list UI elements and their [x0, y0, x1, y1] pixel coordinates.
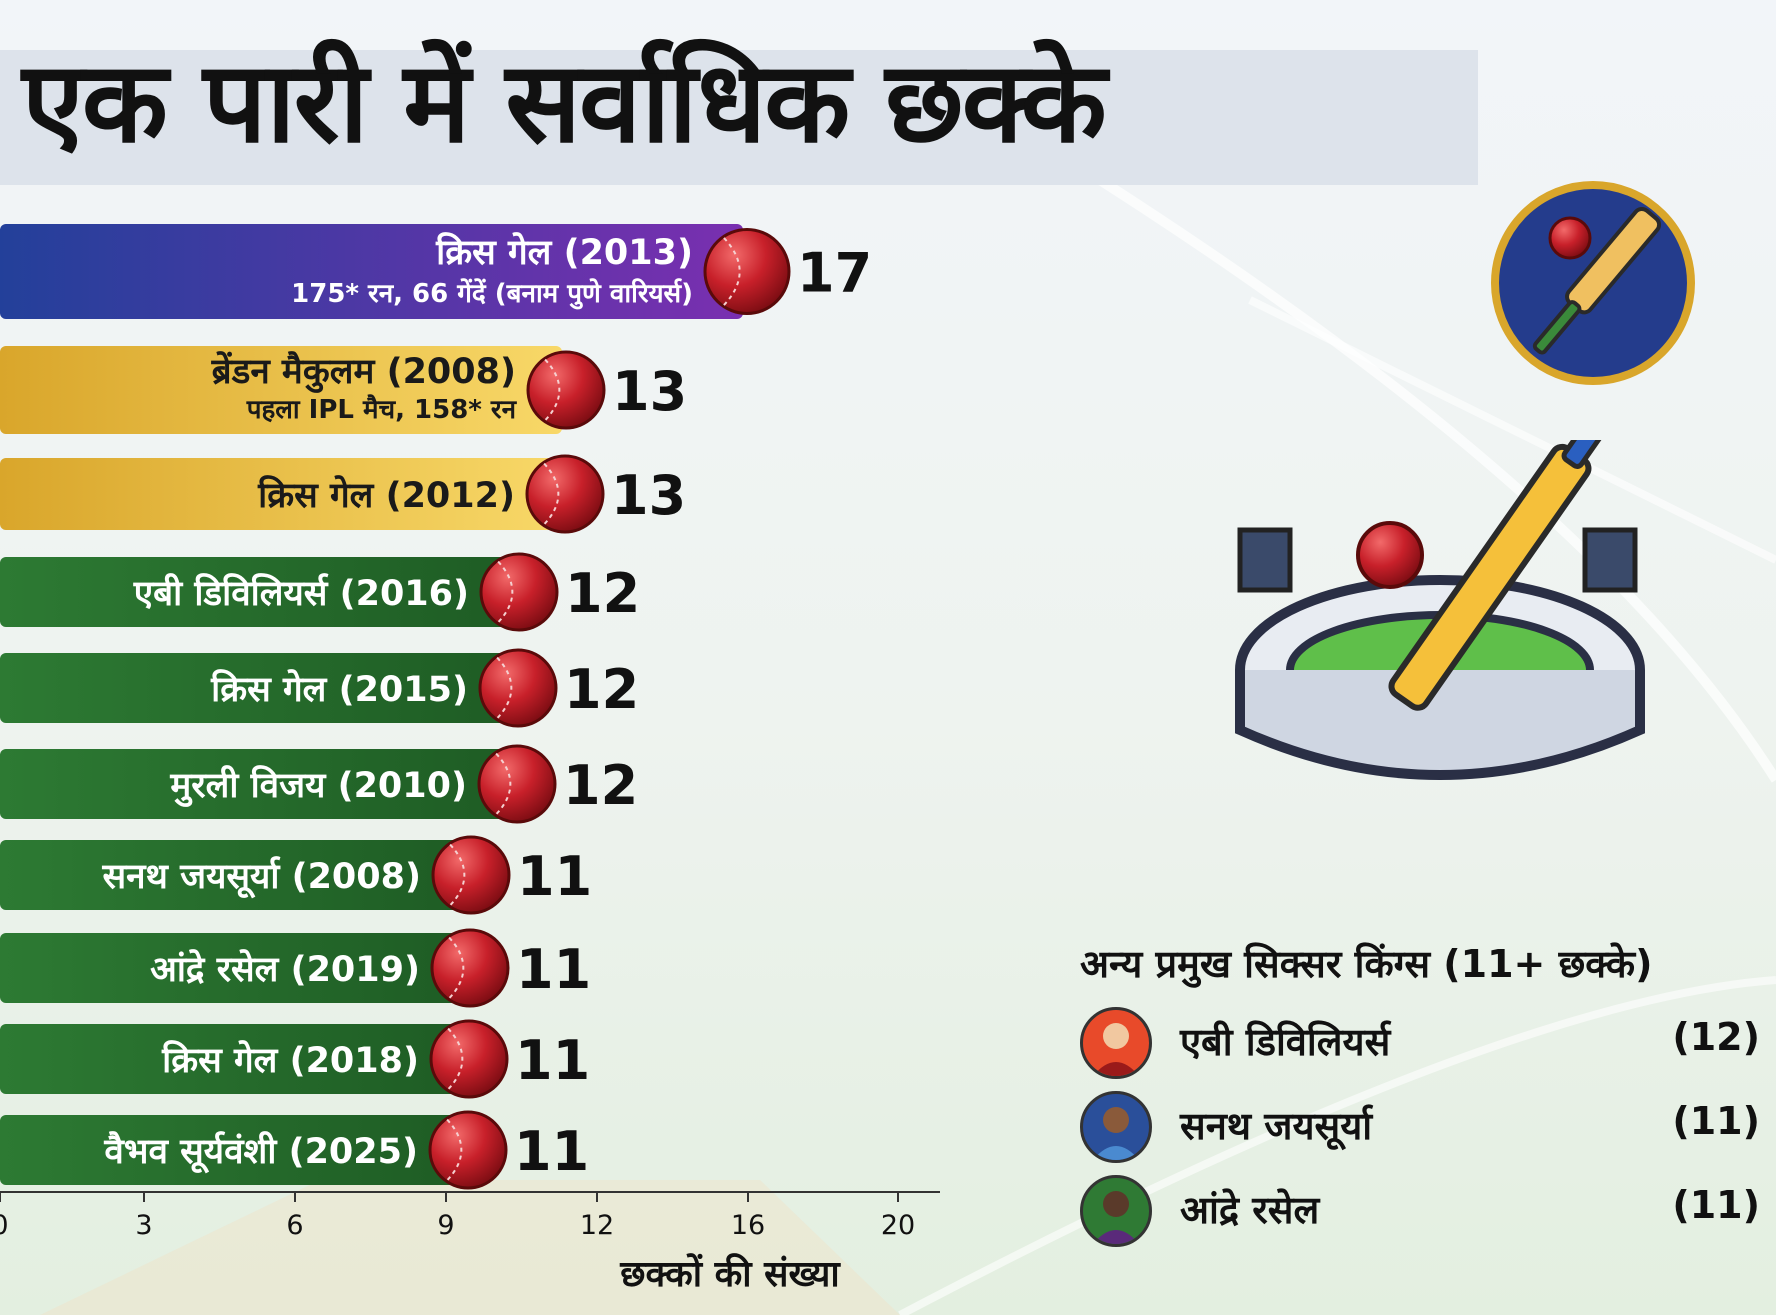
data-label: 12 [563, 754, 638, 817]
ball-seam [723, 237, 741, 306]
data-label: 11 [517, 845, 592, 908]
player-avatar-icon [1093, 1107, 1139, 1161]
x-tick-label: 16 [731, 1210, 765, 1241]
bar-label: आंद्रे रसेल (2019) [150, 949, 420, 990]
bar-sublabel: 175* रन, 66 गेंदें (बनाम पुणे वारियर्स) [291, 278, 693, 310]
title-band [0, 50, 1478, 185]
legend-item-devilliers: एबी डिविलियर्स (12) [1080, 1007, 1770, 1091]
bat-ball-badge-icon [1491, 181, 1695, 385]
ball-seam [447, 1027, 464, 1091]
data-label: 13 [612, 360, 687, 423]
cricket-ball-icon [526, 350, 606, 430]
legend-item-value: (11) [1672, 1099, 1760, 1144]
cricket-ball-icon [477, 744, 557, 824]
cricket-ball-icon [431, 835, 511, 915]
player-avatar-icon [1093, 1023, 1139, 1077]
data-label: 12 [564, 658, 639, 721]
bar [0, 1115, 464, 1185]
bar-group: ब्रेंडन मैकुलम (2008)पहला IPL मैच, 158* … [0, 346, 687, 434]
legend-item-jayasuriya: सनथ जयसूर्या (11) [1080, 1091, 1770, 1175]
ball-seam [449, 843, 466, 907]
cricket-ball-icon [429, 1019, 509, 1099]
bar-label: क्रिस गेल (2012) [257, 475, 515, 516]
bar-group: क्रिस गेल (2015) 12 [0, 648, 639, 728]
bar [0, 1024, 465, 1094]
legend-item-name: आंद्रे रसेल [1180, 1188, 1320, 1233]
bar [0, 933, 466, 1003]
avatar [1080, 1007, 1152, 1080]
x-tick-label: 3 [135, 1210, 152, 1241]
cricket-ball-icon [430, 928, 510, 1008]
legend: अन्य प्रमुख सिक्सर किंग्स (11+ छक्के) एब… [1080, 940, 1770, 1259]
data-label: 11 [516, 938, 591, 1001]
ball-seam [497, 560, 514, 624]
bar [0, 346, 562, 434]
bar [0, 653, 514, 723]
ball-seam [543, 462, 560, 526]
ball-seam [496, 656, 513, 720]
legend-title: अन्य प्रमुख सिक्सर किंग्स (11+ छक्के) [1080, 942, 1653, 986]
bar [0, 840, 467, 910]
cricket-ball-icon [703, 228, 791, 315]
stadium-bat-icon [1235, 440, 1645, 780]
avatar [1080, 1175, 1152, 1248]
cricket-ball-icon [478, 648, 558, 728]
legend-item-name: एबी डिविलियर्स [1180, 1020, 1391, 1065]
legend-item-name: सनथ जयसूर्या [1180, 1104, 1373, 1149]
bar [0, 458, 561, 530]
bar-label: मुरली विजय (2010) [169, 765, 467, 807]
bar-label: एबी डिविलियर्स (2016) [133, 573, 469, 614]
bar [0, 224, 743, 319]
player-avatar-icon [1093, 1191, 1139, 1245]
ball-seam [495, 752, 512, 816]
data-label: 11 [514, 1120, 589, 1183]
x-tick-label: 20 [881, 1210, 915, 1241]
x-tick-label: 12 [580, 1210, 614, 1241]
bar-label: क्रिस गेल (2013) [435, 232, 693, 273]
x-tick-label: 6 [286, 1210, 303, 1241]
legend-item-value: (12) [1672, 1015, 1760, 1060]
bar-group: आंद्रे रसेल (2019) 11 [0, 928, 591, 1008]
bar-group: एबी डिविलियर्स (2016) 12 [0, 552, 640, 632]
bar-label: क्रिस गेल (2015) [210, 669, 468, 710]
bar-group: क्रिस गेल (2013) 175* रन, 66 गेंदें (बनाम… [0, 224, 872, 319]
bar-label: वैभव सूर्यवंशी (2025) [103, 1131, 418, 1174]
legend-item-value: (11) [1672, 1183, 1760, 1228]
bar-sublabel: पहला IPL मैच, 158* रन [246, 394, 518, 425]
ball-seam [544, 358, 561, 422]
data-label: 17 [797, 242, 872, 305]
bar-label: ब्रेंडन मैकुलम (2008) [211, 351, 516, 393]
cricket-ball-icon [525, 454, 605, 534]
x-tick-label: 0 [0, 1210, 9, 1241]
bar-group: सनथ जयसूर्या (2008) 11 [0, 835, 592, 915]
bar-label: क्रिस गेल (2018) [161, 1040, 419, 1081]
bar [0, 749, 513, 819]
cricket-ball-icon [428, 1110, 508, 1190]
ball-seam [446, 1118, 463, 1182]
bar-label: सनथ जयसूर्या (2008) [101, 856, 421, 899]
x-axis-title: छक्कों की संख्या [619, 1253, 841, 1295]
avatar [1080, 1091, 1152, 1164]
data-label: 12 [565, 562, 640, 625]
data-label: 11 [515, 1029, 590, 1092]
x-tick-label: 9 [437, 1210, 454, 1241]
legend-item-russell: आंद्रे रसेल (11) [1080, 1175, 1770, 1259]
data-label: 13 [611, 464, 686, 527]
bar [0, 557, 515, 627]
cricket-ball-icon [479, 552, 559, 632]
bar-group: क्रिस गेल (2012) 13 [0, 454, 686, 534]
bar-group: मुरली विजय (2010) 12 [0, 744, 638, 824]
ball-seam [448, 936, 465, 1000]
chart-title: एक पारी में सर्वाधिक छक्के [22, 38, 1107, 168]
bar-group: वैभव सूर्यवंशी (2025) 11 [0, 1110, 589, 1190]
bar-group: क्रिस गेल (2018) 11 [0, 1019, 590, 1099]
